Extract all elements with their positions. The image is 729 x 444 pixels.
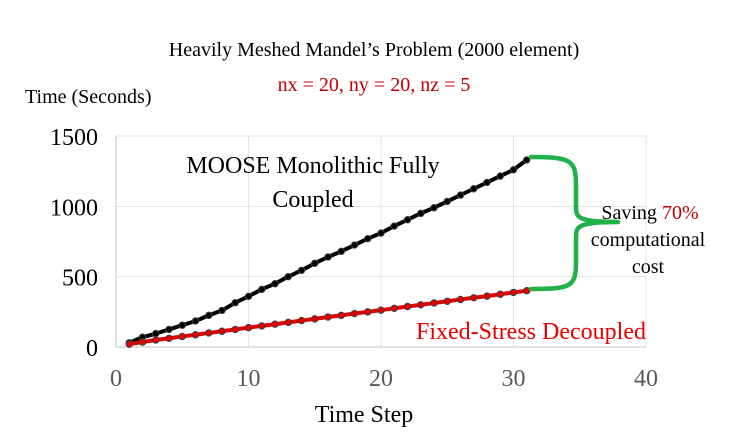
saving-value: 70% [662, 202, 699, 224]
monolithic-series-point [205, 311, 213, 320]
y-axis-label: Time (Seconds) [25, 86, 151, 108]
monolithic-series-point [350, 241, 359, 249]
monolithic-series-point [470, 185, 478, 193]
decoupled-series-point [350, 309, 359, 318]
monolithic-label-line1: MOOSE Monolithic Fully [186, 153, 439, 179]
monolithic-label-line2: Coupled [272, 187, 353, 213]
axes [115, 136, 646, 348]
monolithic-series-point [165, 325, 173, 334]
monolithic-series-point [509, 166, 518, 174]
monolithic-series-point [297, 266, 306, 275]
monolithic-series-point [337, 247, 345, 256]
decoupled-series-point [178, 332, 186, 341]
x-tick-label: 40 [634, 366, 658, 392]
chart-subtitle: nx = 20, ny = 20, nz = 5 [278, 74, 471, 96]
x-tick-labels: 0 10 20 30 40 [110, 366, 658, 392]
saving-annotation-line1: Saving 70% [601, 202, 698, 224]
x-tick-label: 20 [369, 366, 393, 392]
monolithic-series-point [483, 178, 491, 187]
y-tick-label: 1500 [50, 125, 98, 151]
decoupled-series-point [337, 311, 345, 320]
monolithic-series-point [244, 292, 253, 301]
monolithic-series-point [191, 317, 200, 325]
decoupled-series-point [364, 308, 372, 316]
decoupled-series-point [231, 325, 239, 334]
decoupled-series-point [324, 313, 332, 321]
decoupled-series-point [417, 301, 425, 309]
x-tick-label: 30 [502, 366, 526, 392]
decoupled-series-point [377, 306, 385, 314]
monolithic-series-point [430, 204, 438, 212]
decoupled-series-point [456, 295, 465, 304]
monolithic-series-point [152, 329, 160, 338]
decoupled-series-point [191, 331, 200, 339]
monolithic-series-point [324, 253, 332, 261]
x-tick-label: 0 [110, 366, 122, 392]
y-tick-labels: 0 500 1000 1500 [50, 125, 98, 362]
decoupled-series-point [470, 294, 478, 302]
saving-prefix: Saving [601, 202, 662, 224]
monolithic-series-point [258, 285, 266, 294]
decoupled-series-point [390, 304, 398, 313]
decoupled-series-point [218, 327, 226, 335]
monolithic-series-point [456, 191, 465, 199]
decoupled-series-point [483, 292, 491, 300]
monolithic-series-point [284, 272, 292, 281]
monolithic-series-point [231, 298, 239, 307]
decoupled-series-point [496, 290, 504, 298]
decoupled-series-point [271, 320, 279, 328]
decoupled-series-point [509, 288, 518, 297]
decoupled-series-point [284, 318, 292, 327]
monolithic-series-point [496, 172, 504, 180]
decoupled-series-point [258, 322, 266, 330]
monolithic-series-point [311, 259, 319, 268]
monolithic-series-point [364, 234, 372, 243]
monolithic-series-point [178, 321, 186, 329]
decoupled-series-point [165, 334, 173, 342]
decoupled-series-point [430, 299, 438, 307]
monolithic-series-point [377, 229, 385, 237]
y-tick-label: 0 [86, 336, 98, 362]
saving-annotation-line2: computational [591, 229, 706, 251]
monolithic-series-point [523, 156, 531, 164]
series-layer [125, 156, 531, 348]
x-axis-label: Time Step [315, 402, 413, 428]
decoupled-series-point [125, 340, 133, 348]
decoupled-series-point [403, 302, 412, 311]
decoupled-series-point [205, 329, 213, 337]
decoupled-series-point [297, 316, 306, 325]
curly-brace [528, 154, 621, 292]
decoupled-series [125, 287, 531, 348]
monolithic-series-point [218, 306, 226, 315]
monolithic-series-point [443, 197, 451, 206]
monolithic-series-point [390, 222, 398, 230]
y-tick-label: 500 [62, 266, 98, 292]
monolithic-series-point [403, 215, 412, 224]
x-tick-label: 10 [237, 366, 261, 392]
saving-annotation-line3: cost [632, 256, 665, 278]
monolithic-series-point [271, 280, 279, 288]
chart-title: Heavily Meshed Mandel’s Problem (2000 el… [169, 39, 579, 61]
y-tick-label: 1000 [50, 195, 98, 221]
decoupled-series-point [443, 297, 451, 305]
decoupled-series-point [311, 315, 319, 323]
decoupled-label: Fixed-Stress Decoupled [416, 319, 646, 345]
decoupled-series-point [244, 323, 253, 332]
decoupled-series-point [138, 338, 147, 346]
decoupled-series-point [152, 336, 160, 344]
monolithic-series-point [417, 209, 425, 218]
